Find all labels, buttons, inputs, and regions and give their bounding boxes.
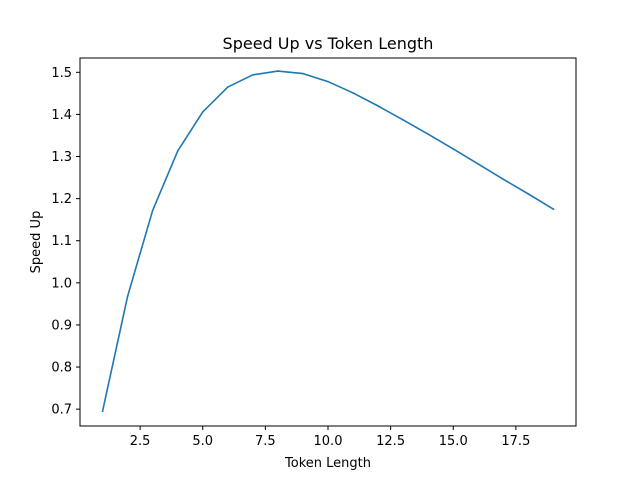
data-point [277,70,279,72]
data-point [527,193,530,195]
chart-title: Speed Up vs Token Length [223,34,434,53]
axes-frame [79,57,577,427]
data-point [552,208,555,210]
data-point [252,74,254,76]
data-point [176,150,179,152]
data-point [452,148,455,150]
data-point [151,209,154,212]
y-tick-label: 0.7 [51,403,72,418]
data-point [101,410,104,413]
plot-area [101,70,555,413]
data-point [402,119,404,121]
y-tick-label: 1.3 [51,150,72,165]
x-tick-label: 5.0 [192,434,213,449]
y-tick-label: 0.8 [51,361,72,376]
y-tick-label: 0.9 [51,318,72,333]
y-axis: 0.7 0.8 0.9 1.0 1.1 1.2 1.3 1.4 1.5 [51,66,80,418]
data-point [352,92,354,94]
y-tick-label: 1.5 [51,66,72,81]
x-tick-label: 2.5 [130,434,151,449]
data-point [327,80,329,83]
y-tick-label: 1.2 [51,192,72,207]
x-tick-label: 15.0 [439,434,468,449]
x-axis: 2.5 5.0 7.5 10.0 12.5 15.0 17.5 [130,426,530,449]
x-tick-label: 17.5 [501,434,530,449]
data-point [126,295,129,298]
data-point [427,133,430,136]
x-axis-label: Token Length [284,456,371,471]
data-point [502,178,505,181]
data-point [226,86,229,88]
data-point [302,72,304,75]
y-axis-label: Speed Up [29,211,44,274]
data-point [201,111,204,113]
x-tick-label: 12.5 [376,434,405,449]
data-point [377,105,379,107]
y-tick-label: 1.0 [51,276,72,291]
y-tick-label: 1.1 [51,234,72,249]
data-point [477,163,480,165]
x-tick-label: 10.0 [314,434,343,449]
y-tick-label: 1.4 [51,108,72,123]
x-tick-label: 7.5 [255,434,276,449]
